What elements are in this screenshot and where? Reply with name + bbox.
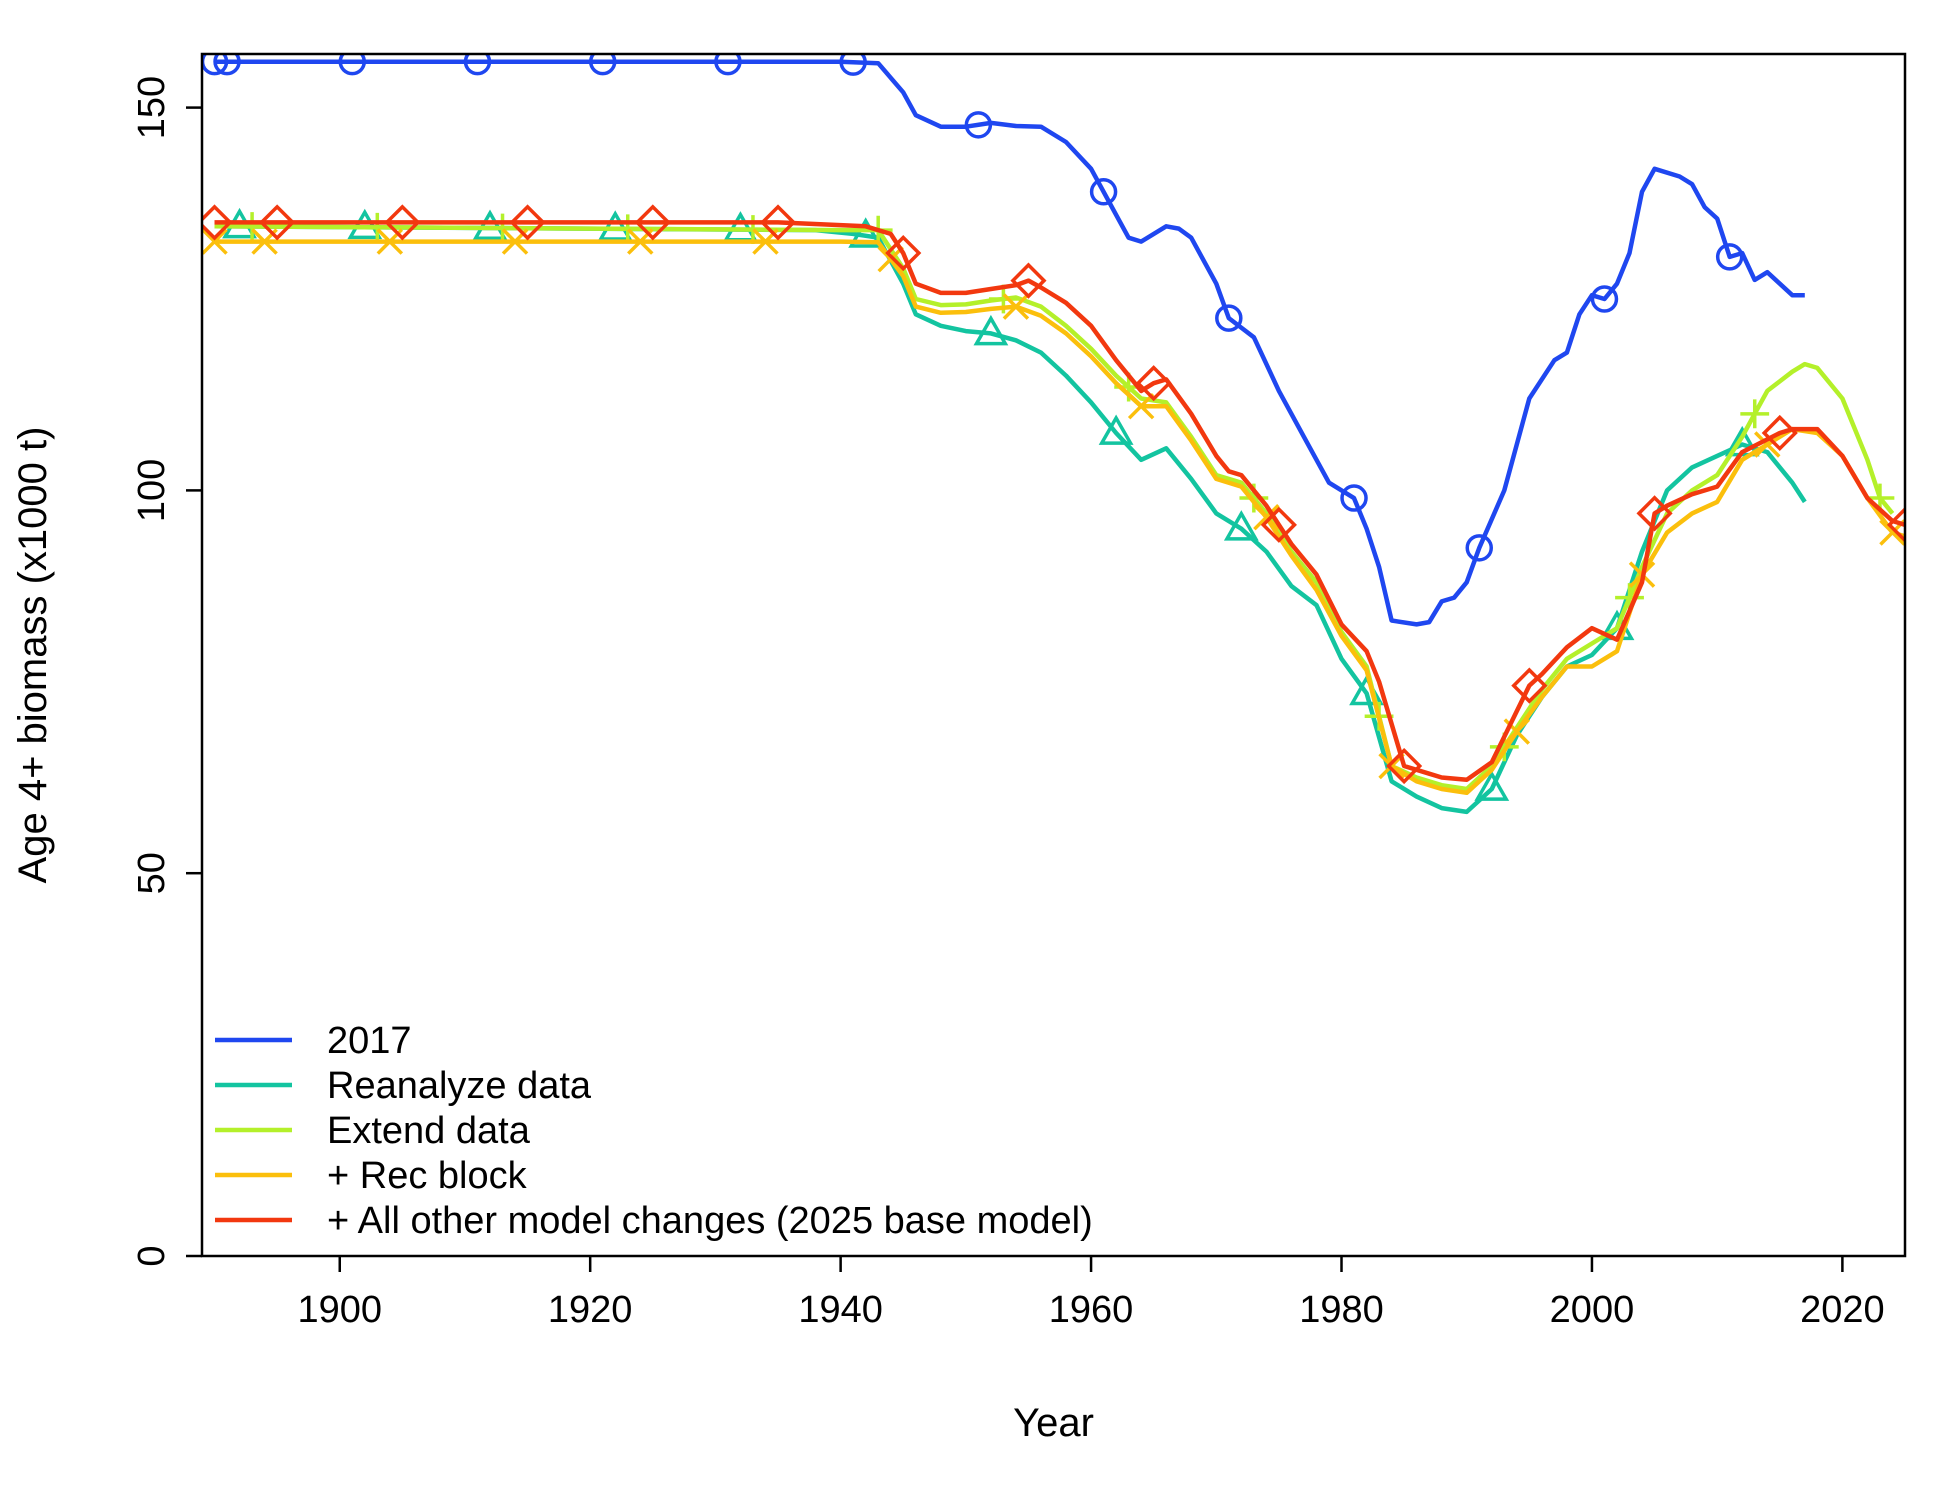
series-3 <box>214 212 1895 792</box>
data-point-x <box>1127 392 1155 420</box>
data-point-diamond <box>1761 414 1798 452</box>
data-point-diamond <box>1386 747 1423 785</box>
legend-label: 2017 <box>327 1020 412 1062</box>
x-tick-label: 1940 <box>798 1289 883 1331</box>
data-point-circle <box>1715 243 1744 271</box>
x-tick-label: 1900 <box>297 1289 382 1331</box>
y-axis-title: Age 4+ biomass (x1000 t) <box>11 427 55 884</box>
x-axis-title: Year <box>1013 1401 1094 1445</box>
series-1 <box>202 54 1805 627</box>
data-point-diamond <box>1886 506 1905 543</box>
data-point-diamond <box>1135 365 1172 402</box>
x-tick-label: 1920 <box>548 1289 633 1331</box>
legend-label: + All other model changes (2025 base mod… <box>327 1200 1093 1242</box>
y-tick-label: 100 <box>131 459 173 522</box>
data-point-x <box>877 245 904 273</box>
x-axis: 1900 1920 1940 1960 1980 2000 2020 <box>297 1256 1885 1331</box>
data-point-circle <box>964 111 993 139</box>
data-point-circle <box>338 54 367 76</box>
y-axis: 0 50 100 150 <box>131 76 202 1267</box>
data-point-circle <box>714 54 742 76</box>
legend-label: Reanalyze data <box>327 1065 592 1107</box>
series-line <box>214 239 1905 796</box>
legend-label: + Rec block <box>327 1155 528 1197</box>
data-point-triangle <box>973 314 1009 346</box>
legend-item: 2017 <box>215 1020 412 1062</box>
series-layer <box>202 54 1905 815</box>
series-line <box>214 220 1905 783</box>
data-point-circle <box>1465 534 1493 562</box>
data-point-diamond <box>1636 495 1673 532</box>
x-tick-label: 2020 <box>1800 1289 1885 1331</box>
legend-item: Extend data <box>215 1110 531 1152</box>
data-point-diamond <box>1010 262 1047 299</box>
y-tick-label: 0 <box>131 1245 173 1266</box>
data-point-x <box>1253 503 1280 531</box>
data-point-diamond <box>202 204 233 241</box>
data-point-plus <box>237 212 267 241</box>
data-point-plus <box>1740 399 1770 429</box>
data-point-triangle <box>347 208 383 240</box>
data-point-diamond <box>384 204 421 241</box>
legend-item: + All other model changes (2025 base mod… <box>215 1200 1093 1242</box>
series-line <box>214 59 1805 627</box>
legend-item: Reanalyze data <box>215 1065 592 1107</box>
series-line <box>214 224 1895 792</box>
data-point-diamond <box>759 204 797 241</box>
data-point-circle <box>839 54 867 76</box>
legend-item: + Rec block <box>215 1155 528 1197</box>
data-point-triangle <box>1098 414 1134 445</box>
data-point-plus <box>488 213 517 243</box>
x-tick-label: 2000 <box>1550 1289 1635 1331</box>
plot-frame <box>200 52 1907 1258</box>
data-point-diamond <box>634 204 671 241</box>
y-tick-label: 50 <box>131 852 173 894</box>
data-point-triangle <box>1474 770 1510 801</box>
data-point-circle <box>1089 178 1118 206</box>
data-point-circle <box>463 54 492 76</box>
data-point-triangle <box>1223 510 1259 541</box>
data-point-triangle <box>472 209 508 240</box>
series-5 <box>202 204 1905 785</box>
data-point-plus <box>613 214 643 244</box>
data-point-plus <box>362 212 392 242</box>
data-point-diamond <box>1511 667 1548 704</box>
data-point-circle <box>1340 484 1368 512</box>
data-point-diamond <box>259 204 296 241</box>
data-point-x <box>202 228 228 255</box>
series-line <box>214 224 1807 815</box>
data-point-triangle <box>597 210 633 241</box>
data-point-diamond <box>885 234 922 272</box>
y-tick-label: 150 <box>131 76 173 139</box>
data-point-triangle <box>848 217 884 248</box>
data-point-circle <box>1215 304 1243 332</box>
data-point-diamond <box>509 204 546 241</box>
x-tick-label: 1980 <box>1299 1289 1384 1331</box>
data-point-diamond <box>1260 506 1297 543</box>
data-point-circle <box>1590 285 1619 313</box>
legend-label: Extend data <box>327 1110 531 1152</box>
data-point-x <box>1002 293 1030 320</box>
data-point-circle <box>588 54 617 76</box>
data-point-plus <box>738 215 768 244</box>
data-point-circle <box>213 54 241 76</box>
x-tick-label: 1960 <box>1049 1289 1134 1331</box>
